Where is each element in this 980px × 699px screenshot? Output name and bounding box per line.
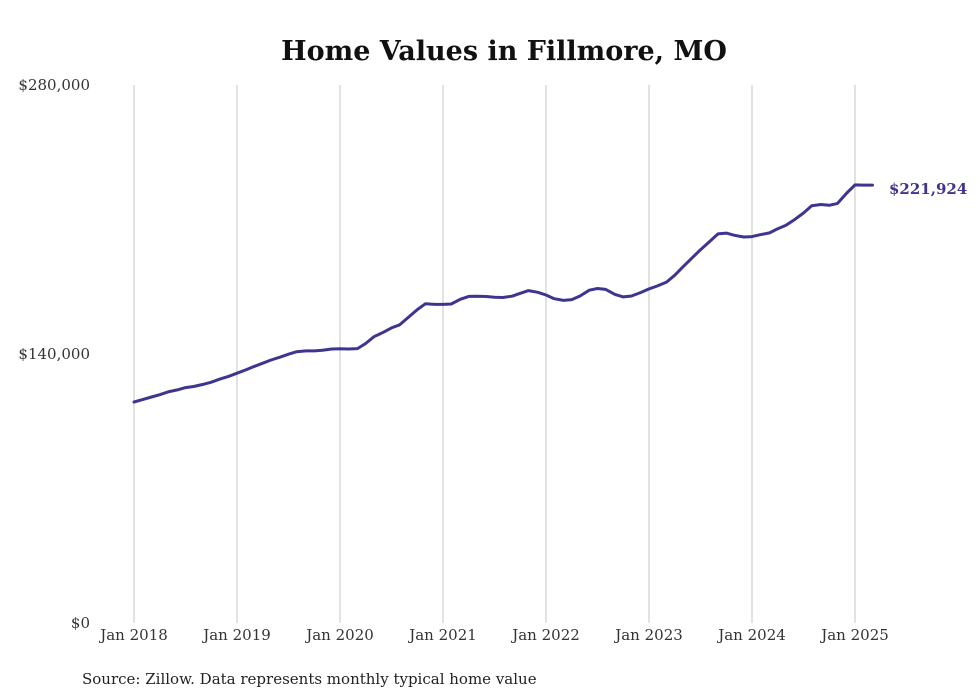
x-tick-label: Jan 2025 bbox=[819, 626, 889, 644]
series-line bbox=[132, 183, 874, 404]
x-tick-label: Jan 2022 bbox=[510, 626, 580, 644]
source-note: Source: Zillow. Data represents monthly … bbox=[82, 670, 537, 688]
y-tick-label: $0 bbox=[71, 614, 90, 632]
x-tick-label: Jan 2023 bbox=[613, 626, 683, 644]
y-axis-ticks: $0 $140,000 $280,000 bbox=[18, 76, 90, 632]
x-tick-label: Jan 2024 bbox=[716, 626, 786, 644]
y-tick-label: $280,000 bbox=[18, 76, 90, 94]
x-tick-label: Jan 2019 bbox=[201, 626, 271, 644]
x-axis-ticks: Jan 2018 Jan 2019 Jan 2020 Jan 2021 Jan 2022… bbox=[98, 626, 889, 644]
x-tick-label: Jan 2018 bbox=[98, 626, 168, 644]
grid-lines bbox=[133, 85, 856, 623]
x-tick-label: Jan 2020 bbox=[304, 626, 374, 644]
chart-title: Home Values in Fillmore, MO bbox=[281, 36, 727, 67]
end-value-label: $221,924 bbox=[889, 180, 967, 198]
x-tick-label: Jan 2021 bbox=[407, 626, 477, 644]
y-tick-label: $140,000 bbox=[18, 345, 90, 363]
series-line-layer bbox=[132, 183, 874, 404]
